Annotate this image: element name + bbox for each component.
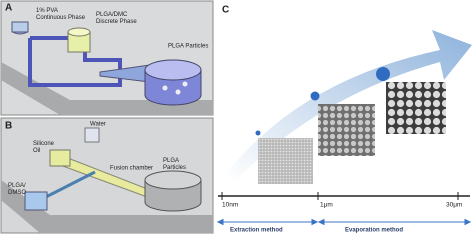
label: 1% PVA Continuous Phase — [36, 8, 86, 21]
label: Fusion chamber — [110, 166, 153, 172]
label: PLGA/DMSO — [8, 183, 26, 196]
reservoir — [84, 127, 100, 143]
label: Water — [90, 122, 106, 128]
panel-b: B Silicone Oil Water Fusion chamber PLGA/… — [0, 117, 214, 234]
reservoir — [11, 21, 29, 33]
size-dot — [255, 130, 261, 136]
sem-image — [258, 138, 313, 184]
label: PLGA/DMC Discrete Phase — [96, 12, 137, 25]
label: Silicone Oil — [33, 141, 55, 154]
platform-edge — [1, 180, 213, 233]
method-label: Extraction method — [230, 228, 283, 234]
sem-image — [386, 82, 446, 134]
reservoir — [24, 191, 48, 211]
panel-c: C 10nm 1μm 30μm Extraction method Evapor… — [216, 5, 472, 234]
sem-image — [318, 104, 375, 156]
trend-arrow — [225, 30, 472, 180]
scale-label: 1μm — [320, 202, 333, 209]
scale-label: 30μm — [446, 202, 462, 209]
reservoir — [49, 149, 71, 167]
panel-letter: C — [222, 5, 229, 16]
panel-letter: B — [5, 121, 12, 132]
label: PLGA Particles — [168, 44, 208, 50]
scale-label: 10nm — [222, 202, 238, 209]
panel-letter: A — [5, 3, 12, 14]
label: PLGA Particles — [163, 158, 186, 171]
size-dot — [376, 67, 390, 81]
size-dot — [310, 91, 320, 101]
method-label: Evaporation method — [345, 228, 403, 234]
panel-a: A 1% PVA Continuous Phase PLGA/DMC Discret… — [0, 0, 214, 116]
figure: A 1% PVA Continuous Phase PLGA/DMC Discret… — [0, 0, 472, 234]
